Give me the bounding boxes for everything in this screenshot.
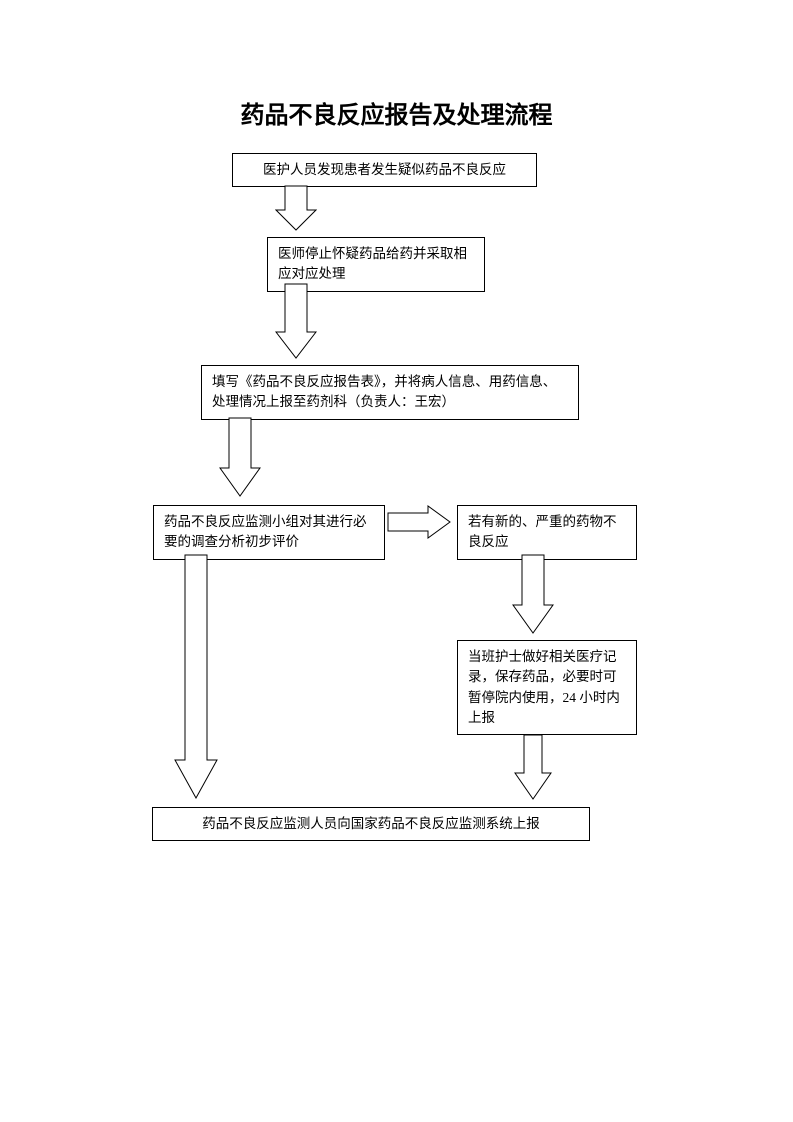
- page-title: 药品不良反应报告及处理流程: [0, 95, 793, 130]
- flowchart-arrow-a3: [219, 417, 261, 497]
- flowchart-arrow-a6: [174, 554, 218, 799]
- flowchart-node-n4: 药品不良反应监测小组对其进行必要的调查分析初步评价: [153, 505, 385, 560]
- flowchart-node-n5: 若有新的、严重的药物不良反应: [457, 505, 637, 560]
- flowchart-arrow-a5: [512, 554, 554, 634]
- flowchart-arrow-a2: [275, 283, 317, 359]
- flowchart-node-n6: 当班护士做好相关医疗记录，保存药品，必要时可暂停院内使用，24 小时内上报: [457, 640, 637, 735]
- flowchart-node-n1: 医护人员发现患者发生疑似药品不良反应: [232, 153, 537, 187]
- flowchart-node-n7: 药品不良反应监测人员向国家药品不良反应监测系统上报: [152, 807, 590, 841]
- flowchart-arrow-a1: [275, 185, 317, 231]
- flowchart-arrow-a4: [387, 505, 451, 539]
- flowchart-node-n3: 填写《药品不良反应报告表》，并将病人信息、用药信息、处理情况上报至药剂科（负责人…: [201, 365, 579, 420]
- flowchart-arrow-a7: [514, 734, 552, 800]
